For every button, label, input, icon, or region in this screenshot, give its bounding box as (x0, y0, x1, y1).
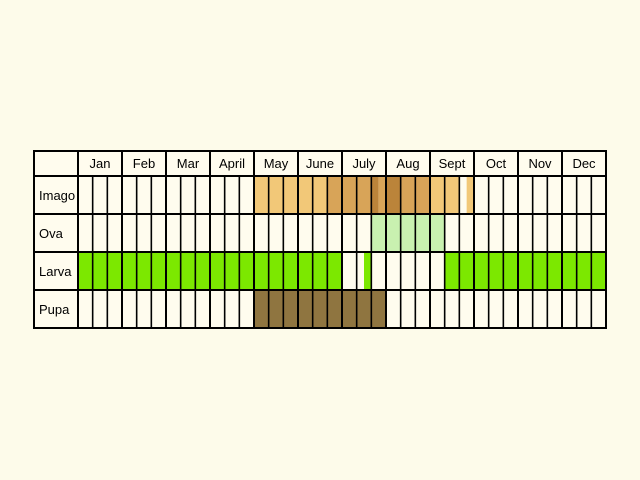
segment-imago-14 (444, 176, 460, 214)
segment-larva-1 (364, 252, 372, 290)
month-label-aug: Aug (396, 156, 419, 171)
month-label-dec: Dec (572, 156, 596, 171)
segment-pupa-0 (254, 290, 386, 328)
month-label-may: May (264, 156, 289, 171)
segment-imago-3 (298, 176, 313, 214)
segment-imago-0 (254, 176, 276, 214)
month-label-july: July (352, 156, 376, 171)
stage-labels: Imago Ova Larva Pupa (39, 188, 75, 317)
stage-label-larva: Larva (39, 264, 72, 279)
table-border (33, 150, 607, 329)
month-label-oct: Oct (486, 156, 507, 171)
month-label-mar: Mar (177, 156, 200, 171)
segment-imago-11 (400, 176, 416, 214)
stage-label-pupa: Pupa (39, 302, 70, 317)
month-label-jan: Jan (90, 156, 111, 171)
segment-imago-6 (342, 176, 357, 214)
segment-imago-10 (386, 176, 401, 214)
segment-imago-15 (466, 176, 474, 214)
segment-imago-5 (327, 176, 342, 214)
segment-imago-12 (415, 176, 430, 214)
segment-imago-2 (283, 176, 298, 214)
month-headers: Jan Feb Mar April May June July Aug Sept Oct Nov De… (90, 156, 597, 171)
segment-imago-9 (378, 176, 386, 214)
segment-imago-8 (371, 176, 379, 214)
month-label-feb: Feb (133, 156, 155, 171)
segment-imago-1 (276, 176, 284, 214)
segment-imago-4 (312, 176, 328, 214)
table-grid (33, 150, 607, 329)
stage-label-ova: Ova (39, 226, 64, 241)
month-label-sept: Sept (439, 156, 466, 171)
month-label-nov: Nov (528, 156, 552, 171)
segment-larva-2 (444, 252, 606, 290)
segment-imago-7 (356, 176, 372, 214)
stage-label-imago: Imago (39, 188, 75, 203)
segment-imago-13 (430, 176, 445, 214)
month-label-april: April (219, 156, 245, 171)
month-label-june: June (306, 156, 334, 171)
segment-ova-0 (371, 214, 445, 252)
